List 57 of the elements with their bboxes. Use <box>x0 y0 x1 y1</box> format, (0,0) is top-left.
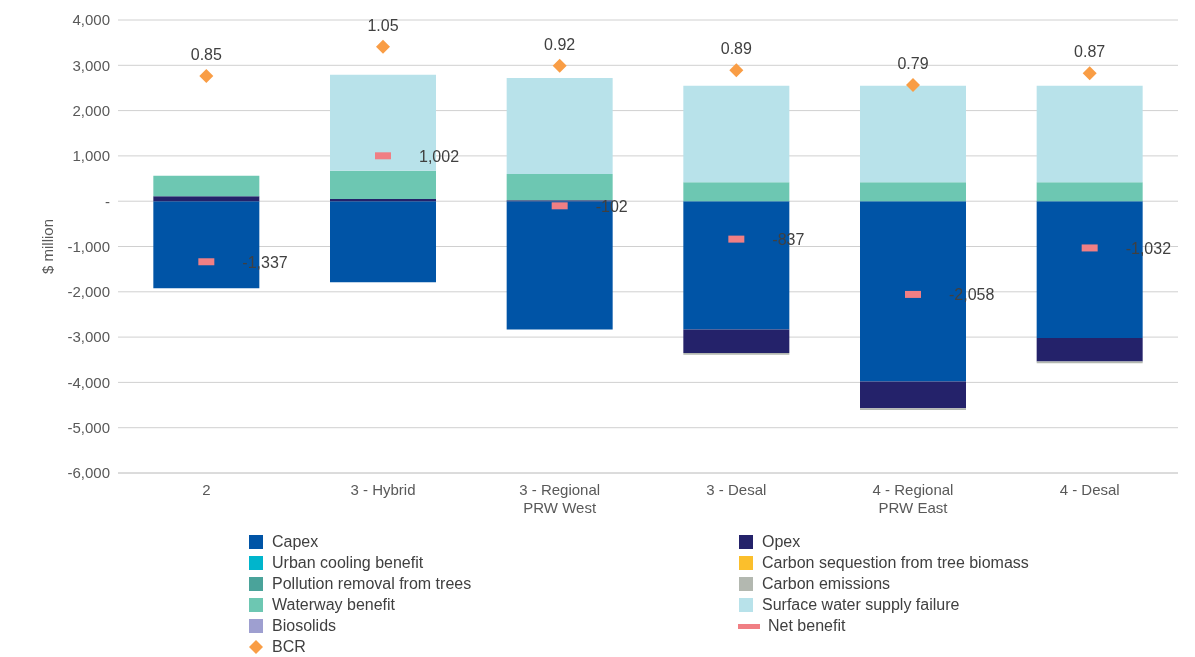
point <box>552 58 567 73</box>
y-tick-label: -6,000 <box>67 464 110 482</box>
legend-label: Net benefit <box>768 617 846 635</box>
bar <box>330 201 436 283</box>
data-label: 0.92 <box>544 35 576 53</box>
y-tick-label: 1,000 <box>72 147 110 165</box>
x-tick-label: 3 - Hybrid <box>350 481 416 498</box>
x-tick-label: 4 - Desal <box>1059 481 1120 498</box>
point <box>376 39 390 54</box>
legend-label: Capex <box>272 533 319 551</box>
bar <box>860 182 966 202</box>
bar <box>1036 338 1143 362</box>
bar <box>683 329 790 353</box>
y-tick-label: -5,000 <box>67 419 110 437</box>
bar <box>683 182 790 202</box>
x-tick-label: 2 <box>202 481 211 498</box>
bar <box>506 77 613 175</box>
y-tick-label: 4,000 <box>72 11 110 29</box>
legend-label: Pollution removal from trees <box>272 575 472 593</box>
legend-label: BCR <box>272 638 306 656</box>
bar <box>153 175 260 197</box>
y-tick-label: -2,000 <box>67 283 110 301</box>
bar <box>1036 85 1143 183</box>
bar <box>860 381 966 409</box>
legend-label: Carbon emissions <box>762 575 891 593</box>
bar <box>1036 182 1143 202</box>
bar <box>683 85 790 183</box>
legend-label: Carbon sequestion from tree biomass <box>762 554 1029 572</box>
bar <box>330 170 436 199</box>
point <box>906 77 920 92</box>
point <box>199 69 214 84</box>
point <box>1082 66 1097 81</box>
x-tick-label: 3 - Desal <box>706 481 767 498</box>
data-label: 0.79 <box>897 54 929 72</box>
data-label: 0.85 <box>190 46 223 64</box>
legend-label: Surface water supply failure <box>762 596 960 614</box>
y-axis-title: $ million <box>39 218 57 275</box>
y-tick-label: -4,000 <box>67 373 110 391</box>
y-tick-label: 3,000 <box>72 56 110 74</box>
x-tick-label: 3 - Regional PRW West <box>519 481 601 516</box>
y-tick-label: 2,000 <box>72 101 110 119</box>
point <box>729 63 744 78</box>
bar <box>860 85 966 183</box>
legend-label: Biosolids <box>272 617 337 635</box>
y-tick-label: -3,000 <box>67 328 110 346</box>
data-label: 0.87 <box>1074 43 1106 61</box>
y-tick-label: - <box>105 192 110 210</box>
data-label: 1.05 <box>367 16 399 34</box>
legend-label: Urban cooling benefit <box>272 554 424 572</box>
bar <box>506 174 613 201</box>
data-label: 1,002 <box>419 147 460 165</box>
legend-label: Waterway benefit <box>272 596 396 614</box>
y-tick-label: -1,000 <box>67 237 110 255</box>
x-tick-label: 4 - Regional PRW East <box>872 481 954 516</box>
data-label: 0.89 <box>720 40 753 58</box>
bar <box>153 196 260 202</box>
legend-label: Opex <box>762 533 801 551</box>
